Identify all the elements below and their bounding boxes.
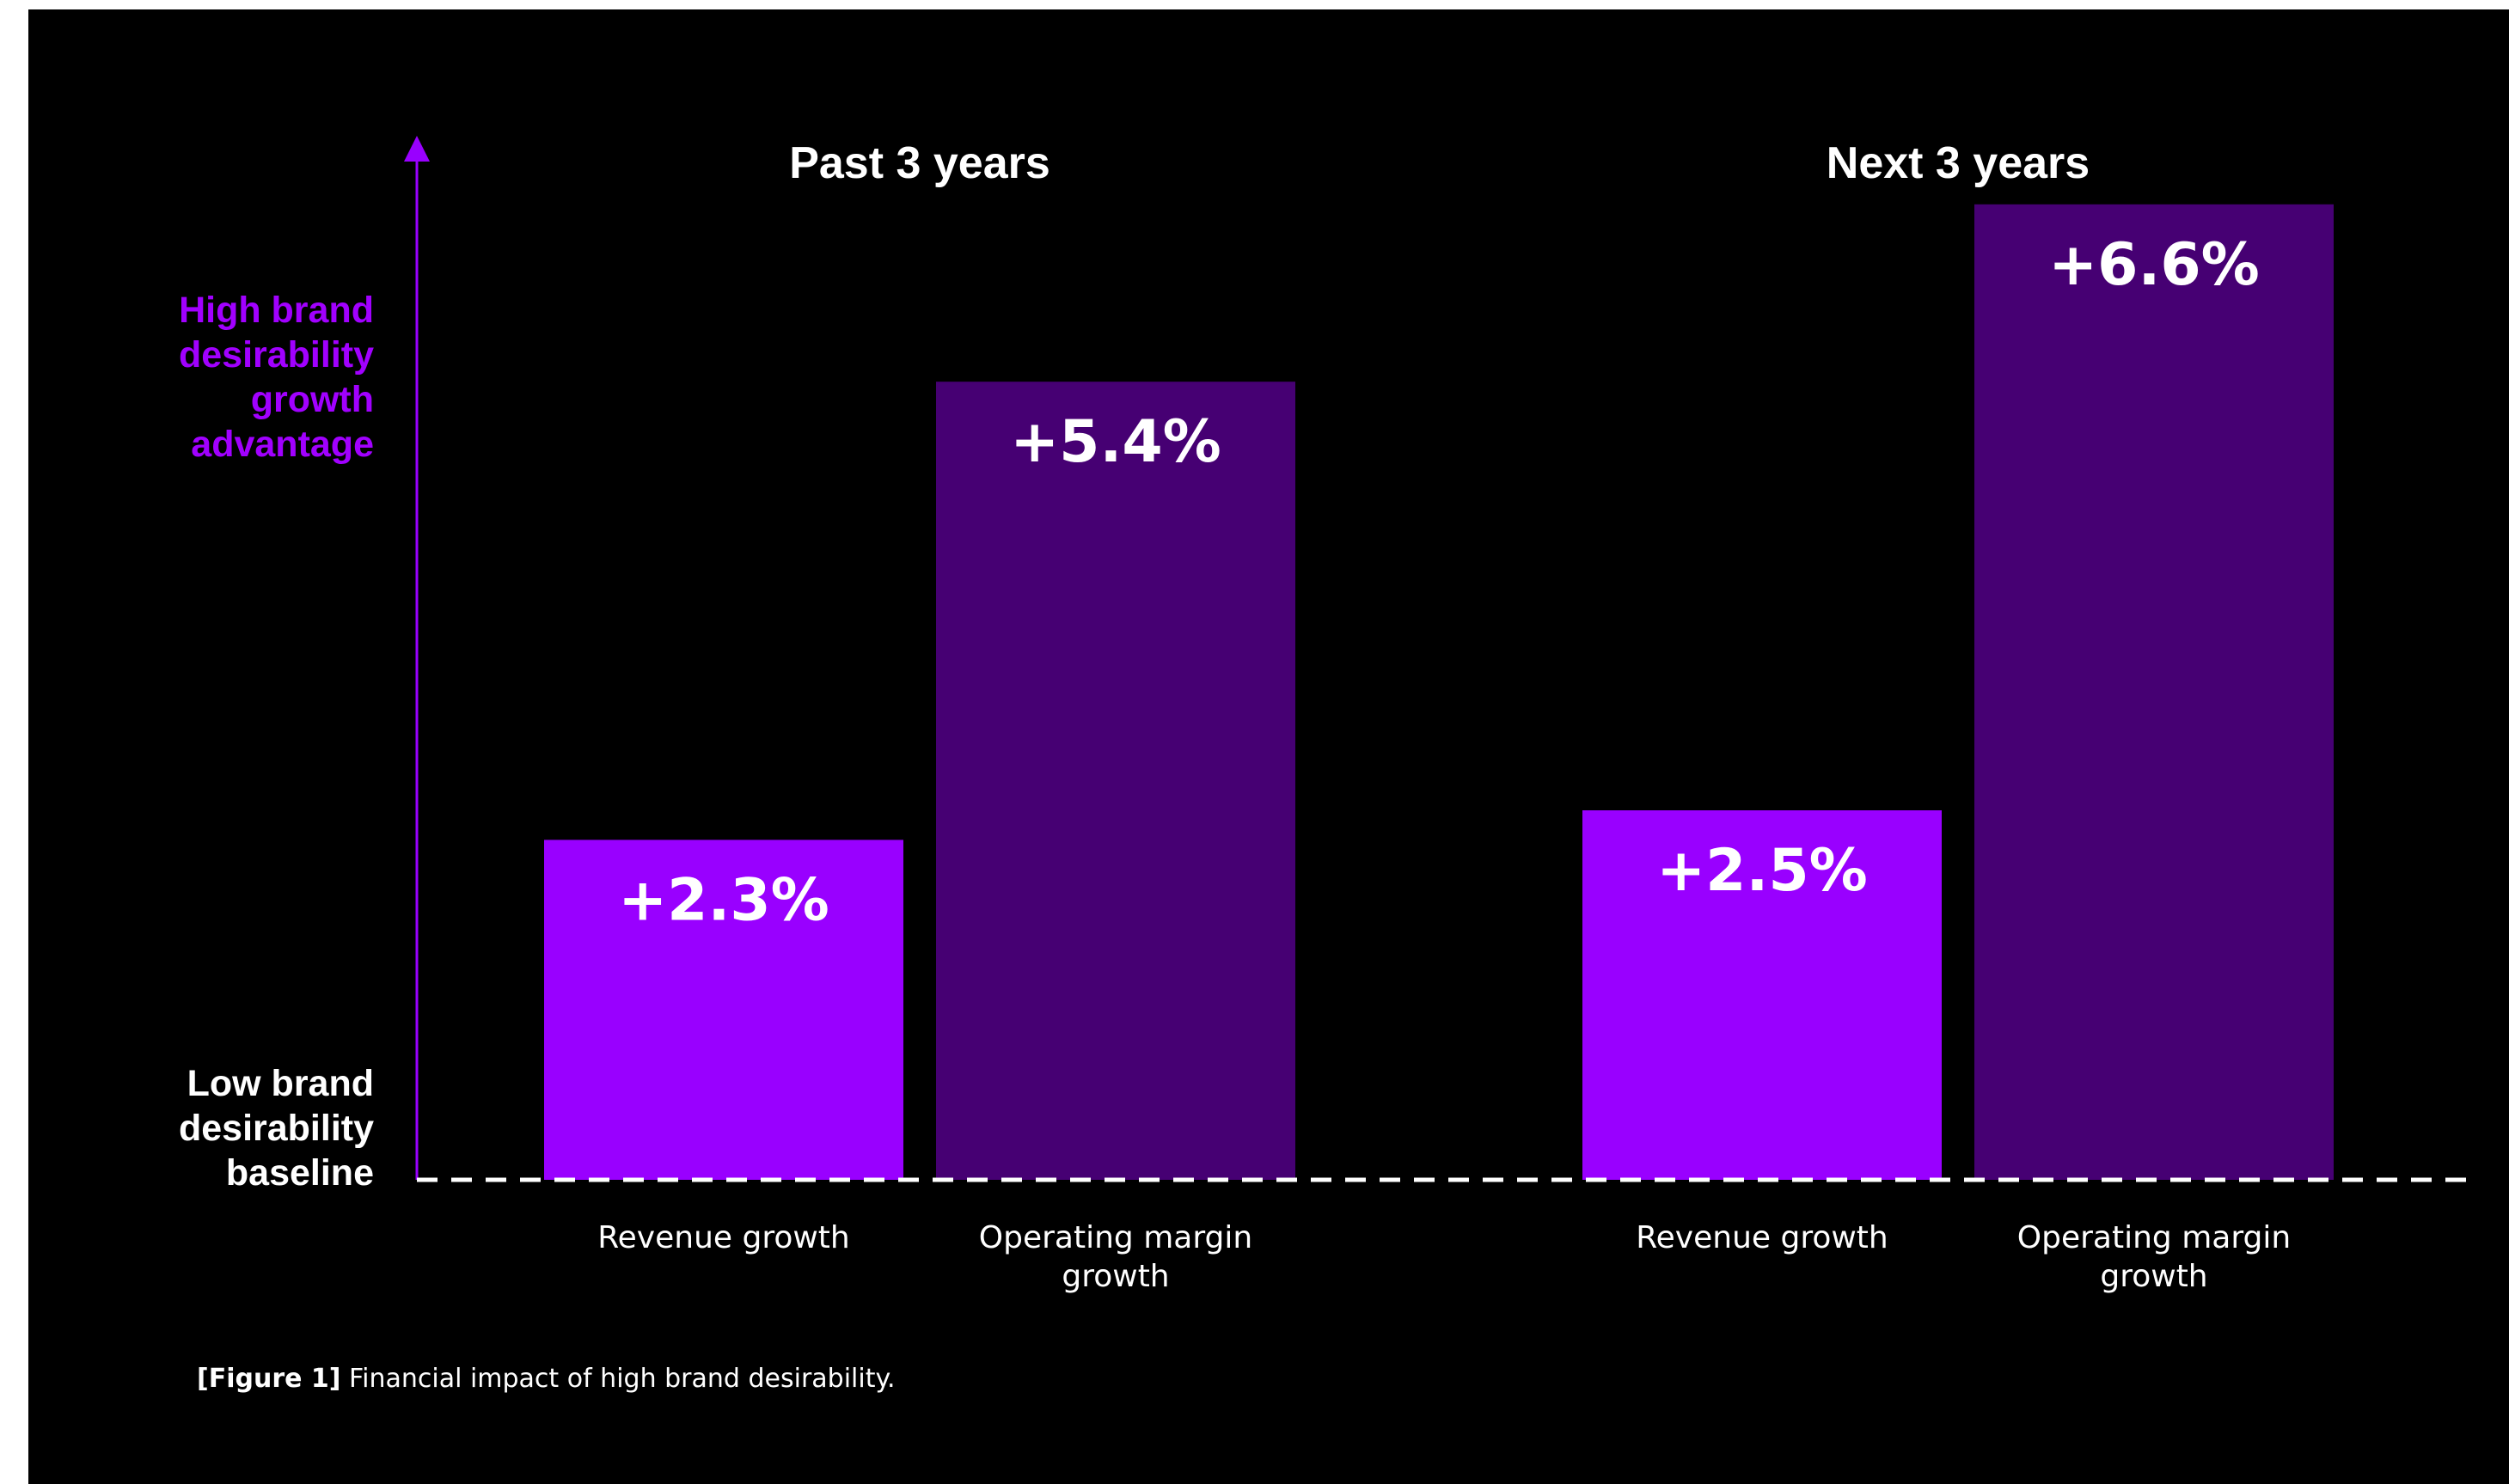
bar-revenue-growth (544, 840, 903, 1180)
category-labels: Revenue growth Operating margin growth Reve… (597, 1220, 2291, 1294)
category-label: Operating margin growth (2017, 1220, 2291, 1294)
bar-operating-margin-growth (936, 382, 1295, 1180)
y-axis-high-label-line: advantage (191, 424, 374, 465)
y-axis-low-label-line: desirability (179, 1108, 374, 1149)
bar-value-label: +6.6% (2048, 231, 2260, 299)
y-axis-low-label-line: Low brand (187, 1063, 374, 1104)
y-axis: High brand desirability growth advantageLow… (179, 136, 2468, 1194)
bar-value-label: +2.3% (618, 866, 829, 934)
bar-operating-margin-growth (1974, 204, 2334, 1180)
figure-number: [Figure 1] (197, 1364, 341, 1394)
category-label-line: Revenue growth (597, 1220, 849, 1255)
y-axis-high-label: High brand desirability growth advantage (179, 290, 374, 465)
y-axis-low-label-line: baseline (226, 1152, 374, 1194)
category-label: Operating margin growth (979, 1220, 1252, 1294)
category-label: Revenue growth (597, 1220, 849, 1255)
bar-chart: Past 3 years Next 3 years +2.3% +5.4% +2.5%… (179, 136, 2468, 1294)
group-titles: Past 3 years Next 3 years (789, 138, 2090, 188)
category-label-line: Operating margin (2017, 1220, 2291, 1255)
bars: +2.3% +5.4% +2.5% +6.6% (544, 204, 2334, 1180)
figure-caption: [Figure 1] Financial impact of high bran… (197, 1364, 895, 1394)
category-label-line: Revenue growth (1636, 1220, 1888, 1255)
y-axis-high-label-line: desirability (179, 334, 374, 376)
y-axis-high-label-line: High brand (179, 290, 374, 331)
bar-value-label: +5.4% (1010, 408, 1221, 476)
category-label-line: growth (2100, 1259, 2207, 1294)
caption-text: Financial impact of high brand desirabil… (349, 1364, 896, 1394)
y-axis-high-label-line: growth (251, 379, 374, 420)
category-label-line: growth (1062, 1259, 1169, 1294)
group-title: Next 3 years (1827, 138, 2090, 188)
y-axis-low-label: Low brand desirability baseline (179, 1063, 374, 1194)
bar-value-label: +2.5% (1656, 837, 1868, 905)
group-title: Past 3 years (789, 138, 1050, 188)
category-label: Revenue growth (1636, 1220, 1888, 1255)
category-label-line: Operating margin (979, 1220, 1252, 1255)
bar-revenue-growth (1582, 810, 1942, 1180)
chart-panel: Past 3 years Next 3 years +2.3% +5.4% +2.5%… (28, 9, 2509, 1484)
